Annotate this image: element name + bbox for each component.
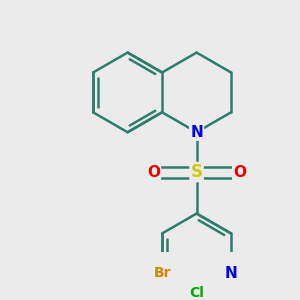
Text: S: S bbox=[190, 163, 202, 181]
Text: Br: Br bbox=[153, 266, 171, 280]
Text: Cl: Cl bbox=[189, 286, 204, 300]
Text: N: N bbox=[225, 266, 238, 281]
Text: N: N bbox=[190, 125, 203, 140]
Text: O: O bbox=[147, 165, 160, 180]
Text: O: O bbox=[233, 165, 246, 180]
